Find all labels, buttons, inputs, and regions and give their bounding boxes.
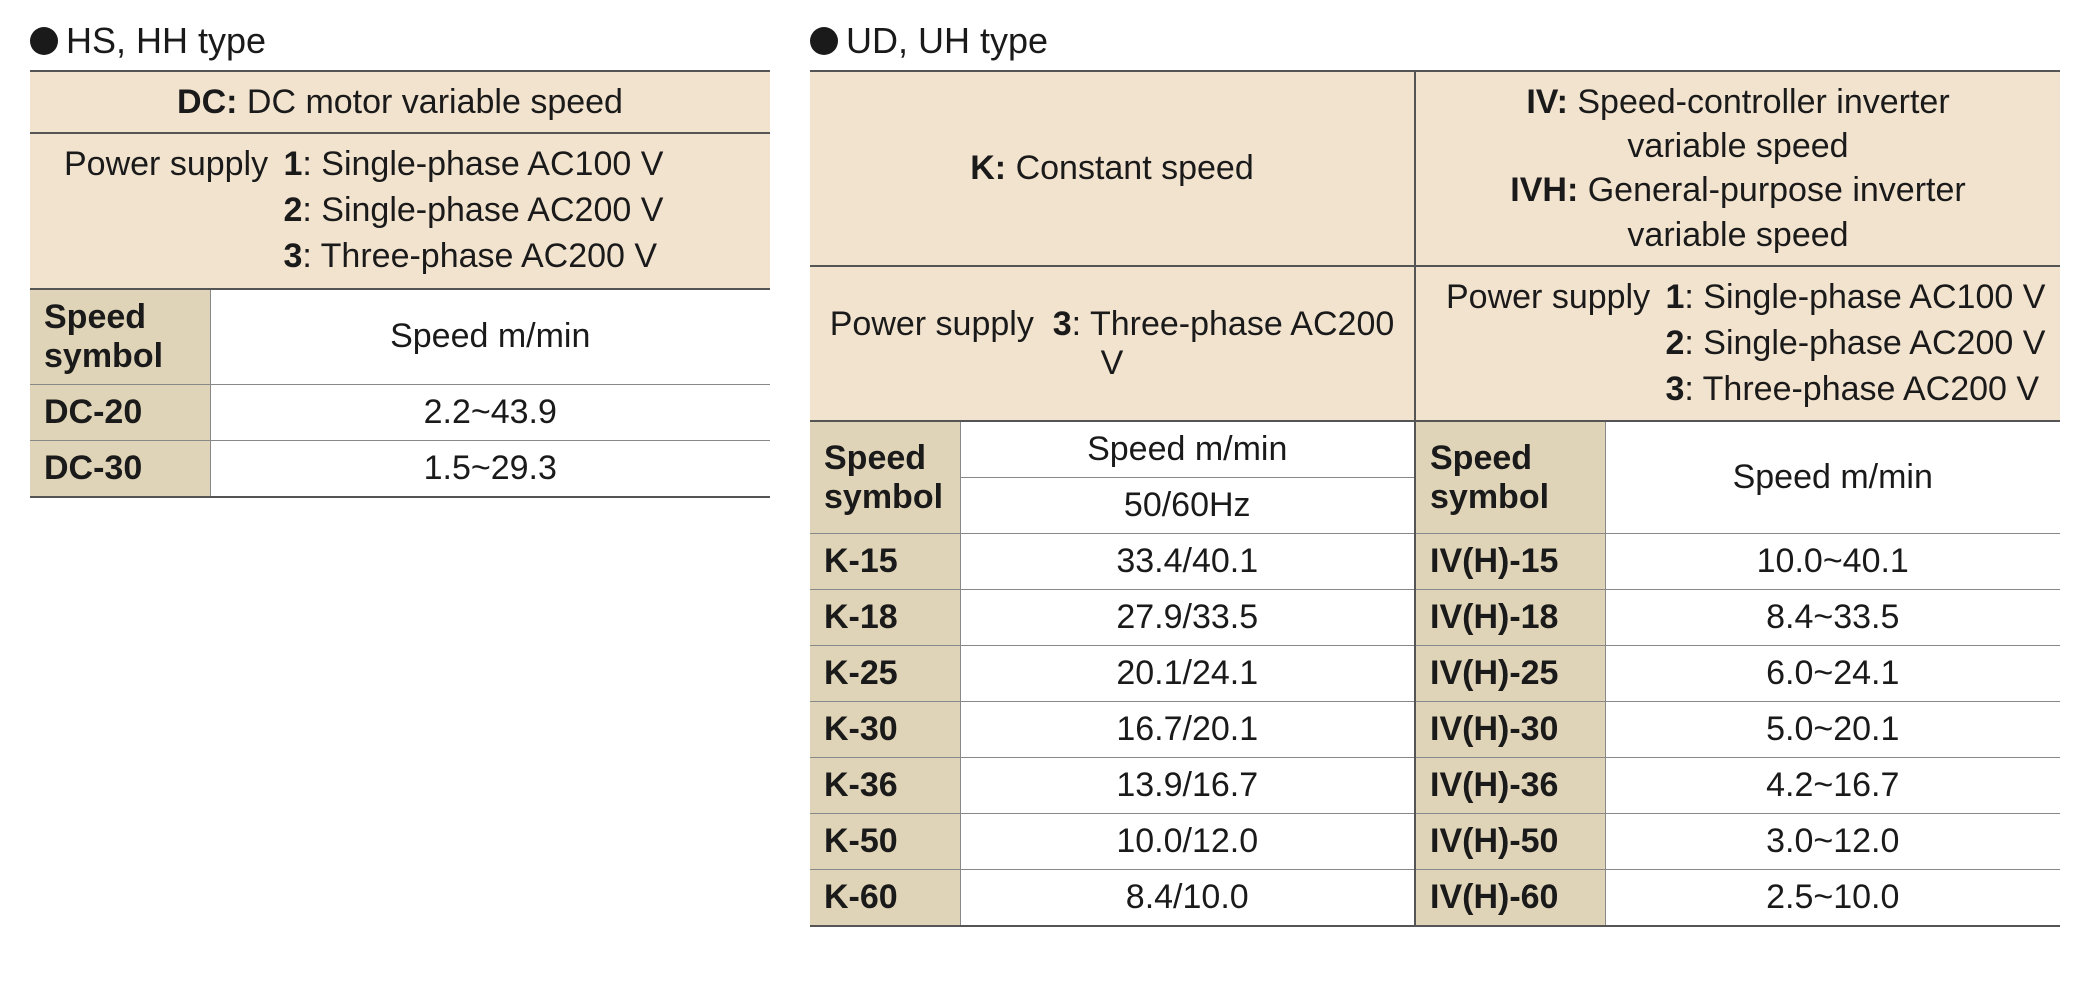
iv-value: 2.5~10.0	[1605, 870, 2060, 927]
k-header-text: Constant speed	[1006, 149, 1254, 187]
iv-text-1b: variable speed	[1430, 124, 2046, 168]
k-symbol: K-30	[810, 702, 960, 758]
iv-text-2: General-purpose inverter	[1578, 171, 1965, 209]
k-value: 13.9/16.7	[960, 758, 1415, 814]
table-row: DC-30 1.5~29.3	[30, 441, 770, 498]
dc-value: 2.2~43.9	[210, 385, 770, 441]
k-power-code: 3	[1053, 305, 1072, 343]
right-table: K: Constant speed IV: Speed-controller i…	[810, 70, 2060, 927]
iv-symbol: IV(H)-60	[1415, 870, 1605, 927]
k-value: 8.4/10.0	[960, 870, 1415, 927]
table-row: K-15 33.4/40.1 IV(H)-15 10.0~40.1	[810, 534, 2060, 590]
k-power-cell: Power supply 3: Three-phase AC200 V	[810, 266, 1415, 422]
iv-value: 8.4~33.5	[1605, 590, 2060, 646]
iv-ps-code-3: 3	[1665, 370, 1684, 408]
ps-code-2: 2	[283, 191, 302, 229]
table-row: DC-20 2.2~43.9	[30, 385, 770, 441]
table-row: K-30 16.7/20.1 IV(H)-30 5.0~20.1	[810, 702, 2060, 758]
iv-ps-text-1: : Single-phase AC100 V	[1684, 278, 2045, 316]
iv-text-2b: variable speed	[1430, 213, 2046, 257]
ps-text-3: : Three-phase AC200 V	[302, 237, 657, 275]
col-header-symbol-k: Speed symbol	[810, 421, 960, 534]
left-table: DC: DC motor variable speed Power supply…	[30, 70, 770, 498]
page-container: HS, HH type DC: DC motor variable speed …	[30, 20, 2070, 927]
power-supply-label: Power supply	[64, 142, 274, 188]
dc-header-code: DC:	[177, 83, 237, 121]
ps-text-2: : Single-phase AC200 V	[302, 191, 663, 229]
k-value: 16.7/20.1	[960, 702, 1415, 758]
iv-ps-code-1: 1	[1665, 278, 1684, 316]
k-header-code: K:	[970, 149, 1006, 187]
k-symbol: K-18	[810, 590, 960, 646]
iv-power-cell: Power supply 1: Single-phase AC100 V 2: …	[1415, 266, 2060, 422]
k-symbol: K-60	[810, 870, 960, 927]
iv-ps-text-2: : Single-phase AC200 V	[1684, 324, 2045, 362]
iv-symbol: IV(H)-25	[1415, 646, 1605, 702]
table-row: K-18 27.9/33.5 IV(H)-18 8.4~33.5	[810, 590, 2060, 646]
ps-code-1: 1	[283, 145, 302, 183]
iv-header: IV: Speed-controller inverter variable s…	[1415, 71, 2060, 266]
iv-symbol: IV(H)-36	[1415, 758, 1605, 814]
iv-ps-code-2: 2	[1665, 324, 1684, 362]
iv-symbol: IV(H)-50	[1415, 814, 1605, 870]
k-power-label: Power supply	[830, 305, 1034, 343]
k-value: 33.4/40.1	[960, 534, 1415, 590]
iv-power-label: Power supply	[1446, 275, 1656, 321]
col-header-speed-k: Speed m/min	[960, 421, 1415, 478]
col-header-symbol-iv: Speed symbol	[1415, 421, 1605, 534]
k-value: 27.9/33.5	[960, 590, 1415, 646]
iv-value: 3.0~12.0	[1605, 814, 2060, 870]
left-power-supply-cell: Power supply 1: Single-phase AC100 V 2: …	[30, 133, 770, 289]
iv-symbol: IV(H)-15	[1415, 534, 1605, 590]
col-header-speed-left: Speed m/min	[210, 289, 770, 385]
ps-code-3: 3	[283, 237, 302, 275]
table-row: K-36 13.9/16.7 IV(H)-36 4.2~16.7	[810, 758, 2060, 814]
k-symbol: K-25	[810, 646, 960, 702]
iv-text-1: Speed-controller inverter	[1568, 83, 1950, 121]
k-symbol: K-36	[810, 758, 960, 814]
table-row: K-25 20.1/24.1 IV(H)-25 6.0~24.1	[810, 646, 2060, 702]
k-symbol: K-50	[810, 814, 960, 870]
iv-ps-text-3: : Three-phase AC200 V	[1684, 370, 2039, 408]
dc-symbol: DC-20	[30, 385, 210, 441]
dc-value: 1.5~29.3	[210, 441, 770, 498]
k-symbol: K-15	[810, 534, 960, 590]
k-value: 10.0/12.0	[960, 814, 1415, 870]
bullet-icon	[30, 27, 58, 55]
iv-code-2: IVH:	[1510, 171, 1578, 209]
dc-header: DC: DC motor variable speed	[30, 71, 770, 133]
bullet-icon	[810, 27, 838, 55]
iv-symbol: IV(H)-18	[1415, 590, 1605, 646]
dc-header-text: DC motor variable speed	[237, 83, 623, 121]
k-value: 20.1/24.1	[960, 646, 1415, 702]
left-column: HS, HH type DC: DC motor variable speed …	[30, 20, 770, 498]
left-title: HS, HH type	[66, 20, 266, 62]
table-row: K-60 8.4/10.0 IV(H)-60 2.5~10.0	[810, 870, 2060, 927]
iv-value: 10.0~40.1	[1605, 534, 2060, 590]
iv-value: 5.0~20.1	[1605, 702, 2060, 758]
k-power-text: : Three-phase AC200 V	[1072, 305, 1395, 382]
left-title-row: HS, HH type	[30, 20, 770, 62]
col-header-hz: 50/60Hz	[960, 478, 1415, 534]
iv-value: 4.2~16.7	[1605, 758, 2060, 814]
right-title-row: UD, UH type	[810, 20, 2060, 62]
iv-code-1: IV:	[1526, 83, 1568, 121]
right-title: UD, UH type	[846, 20, 1048, 62]
col-header-symbol-left: Speed symbol	[30, 289, 210, 385]
iv-value: 6.0~24.1	[1605, 646, 2060, 702]
k-header: K: Constant speed	[810, 71, 1415, 266]
table-row: K-50 10.0/12.0 IV(H)-50 3.0~12.0	[810, 814, 2060, 870]
right-column: UD, UH type K: Constant speed IV: Speed-…	[810, 20, 2060, 927]
ps-text-1: : Single-phase AC100 V	[302, 145, 663, 183]
iv-symbol: IV(H)-30	[1415, 702, 1605, 758]
dc-symbol: DC-30	[30, 441, 210, 498]
col-header-speed-iv: Speed m/min	[1605, 421, 2060, 534]
